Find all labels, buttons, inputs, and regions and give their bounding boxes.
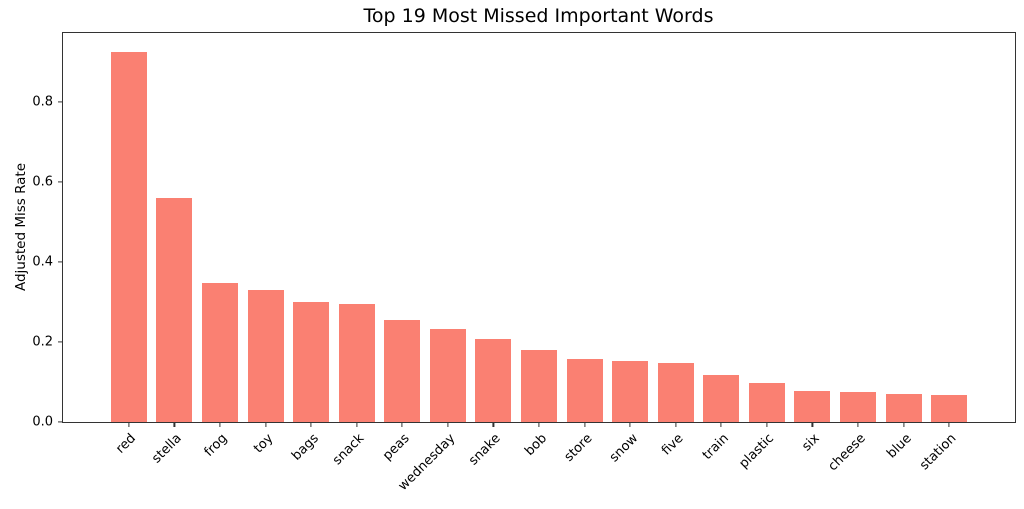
bar [566,358,603,422]
y-tick-label: 0.8 [32,94,53,110]
chart-title: Top 19 Most Missed Important Words [363,5,714,27]
x-tick-label: snow [606,431,641,466]
bar [840,392,877,422]
bar [429,329,466,422]
bar-group: snow [606,33,653,465]
x-tick-label: bags [289,431,322,464]
bar [338,304,375,422]
x-tick-mark [675,423,677,427]
bar-group: bags [288,33,334,464]
x-tick-mark [720,423,722,427]
bar-group: frog [197,33,243,460]
bar [110,52,147,422]
x-tick-label: snack [330,431,368,469]
x-tick-label: six [799,431,824,455]
x-tick-mark [857,423,859,427]
x-tick-mark [401,423,403,427]
x-tick-mark [310,423,312,427]
x-tick-mark [264,423,267,427]
y-axis: 0.0 0.2 0.4 0.6 0.8 [32,33,1015,430]
x-tick-label: store [561,431,596,465]
x-tick-label: snake [466,431,505,469]
bar-group: snack [330,33,380,468]
y-tick-mark [58,101,62,103]
bar [885,393,922,422]
x-tick-label: cheese [825,431,869,475]
x-tick-label: blue [883,431,915,462]
bar-group: wednesday [396,33,471,494]
bars-container: red stella frog toy bags snack peas wednesday sn… [63,33,1015,494]
bar-group: peas [379,33,425,464]
x-tick-mark [128,423,130,427]
bar [612,361,649,422]
y-tick-label: 0.6 [32,174,53,190]
bar [520,350,557,422]
x-tick-label: red [113,431,140,457]
bar [657,362,694,422]
x-tick-mark [948,423,950,427]
x-tick-label: frog [201,431,231,460]
bar [384,319,421,422]
x-tick-mark [219,423,221,427]
x-tick-label: stella [149,431,185,467]
x-tick-mark [538,423,540,427]
y-tick-mark [58,341,62,343]
x-tick-label: bob [521,431,550,459]
x-tick-mark [583,423,586,427]
bar-group: train [699,33,745,463]
bar-group: blue [881,33,927,461]
x-tick-mark [356,423,358,427]
x-tick-mark [173,423,175,427]
bar-group: cheese [825,33,881,474]
bar-group: five [653,33,699,458]
x-tick-label: train [699,431,732,464]
y-tick-mark [58,261,62,263]
y-tick-label: 0.2 [32,334,53,350]
x-tick-label: station [917,431,960,474]
bar-group: stella [150,33,198,466]
y-tick-label: 0.0 [32,414,53,430]
x-tick-mark [903,423,905,427]
bar-group: six [790,33,836,454]
x-tick-mark [629,423,631,427]
bar-group: red [106,33,152,457]
y-tick-mark [58,181,62,183]
bar-group: toy [243,33,289,456]
bar-group: bob [516,33,562,459]
x-tick-label: toy [250,431,277,457]
bar [247,290,284,422]
bar [703,374,740,422]
y-tick-label: 0.4 [32,254,53,270]
bar [748,382,785,422]
plot-area: 0.0 0.2 0.4 0.6 0.8 red stella frog toy bags snac… [32,32,1016,494]
x-tick-label: five [658,431,687,459]
x-tick-mark [492,423,494,427]
bar [475,338,512,422]
x-tick-mark [766,423,768,427]
x-tick-label: plastic [736,431,778,472]
bar-group: store [561,33,608,465]
x-tick-label: peas [380,431,413,464]
bar [931,394,968,422]
y-tick-mark [58,421,62,423]
bar [794,390,831,422]
bar-group: snake [467,33,517,469]
bar [201,283,238,422]
bar [156,198,193,422]
x-tick-mark [811,423,814,427]
bar-group: plastic [737,33,790,472]
y-axis-label: Adjusted Miss Rate [13,162,29,292]
bar [293,302,330,422]
bar-group: station [918,33,972,473]
x-tick-mark [447,423,449,427]
